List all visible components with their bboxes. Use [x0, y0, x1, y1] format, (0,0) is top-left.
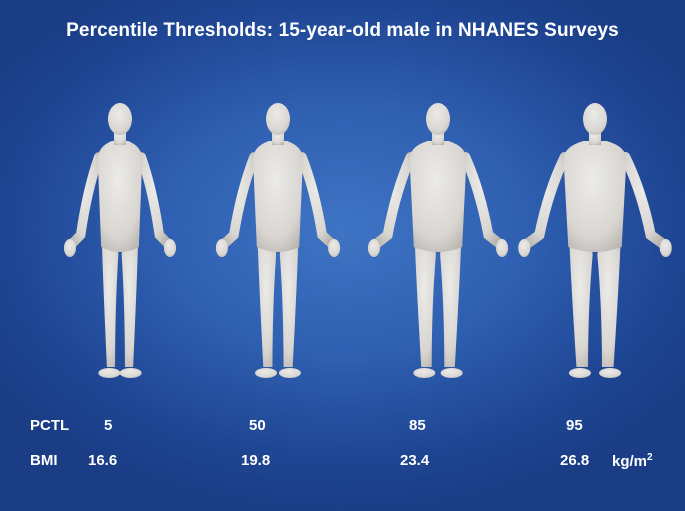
foot: [599, 368, 622, 378]
hand: [367, 239, 380, 257]
right-leg: [569, 243, 593, 367]
right-leg: [101, 243, 119, 367]
right-arm: [369, 151, 416, 251]
right-leg: [257, 243, 277, 367]
torso: [253, 141, 303, 252]
left-arm: [620, 151, 670, 251]
hand: [496, 239, 509, 257]
head: [266, 103, 290, 135]
bmi-unit: kg/m2: [612, 452, 653, 470]
head: [426, 103, 450, 135]
figure-pctl-95: [518, 103, 672, 378]
pctl-value: 85: [409, 417, 426, 434]
foot: [255, 368, 278, 378]
hand: [659, 239, 672, 257]
bmi-value: 23.4: [400, 452, 430, 469]
pctl-value: 50: [249, 417, 266, 434]
torso: [97, 141, 143, 252]
right-leg: [414, 243, 436, 367]
pctl-row-label: PCTL: [30, 417, 70, 434]
pctl-value: 95: [566, 417, 583, 434]
neck: [272, 131, 284, 145]
foot: [413, 368, 436, 378]
neck: [432, 131, 444, 145]
left-leg: [279, 243, 299, 367]
figure-pctl-5: [63, 103, 177, 378]
foot: [119, 368, 142, 378]
foot: [278, 368, 301, 378]
right-arm: [217, 152, 259, 250]
left-leg: [597, 243, 621, 367]
figure-pctl-50: [215, 103, 341, 378]
neck: [589, 131, 601, 145]
left-leg: [440, 243, 462, 367]
page-title: Percentile Thresholds: 15-year-old male …: [66, 20, 619, 41]
torso: [563, 141, 627, 252]
bmi-value: 26.8: [560, 452, 590, 469]
hand: [164, 239, 177, 257]
left-arm: [136, 152, 174, 250]
foot: [98, 368, 121, 378]
torso: [409, 141, 467, 252]
left-leg: [121, 243, 139, 367]
hand: [215, 239, 228, 257]
left-arm: [460, 151, 507, 251]
hand: [328, 239, 341, 257]
head: [583, 103, 607, 135]
foot: [568, 368, 591, 378]
head: [108, 103, 132, 135]
figure-pctl-85: [367, 103, 509, 378]
neck: [114, 131, 126, 145]
hand: [518, 239, 531, 257]
pctl-value: 5: [104, 417, 113, 434]
bmi-row-label: BMI: [30, 452, 58, 469]
hand: [63, 239, 76, 257]
right-arm: [66, 152, 104, 250]
foot: [440, 368, 463, 378]
bmi-value: 19.8: [241, 452, 271, 469]
right-arm: [520, 151, 570, 251]
bmi-value: 16.6: [88, 452, 118, 469]
left-arm: [297, 152, 339, 250]
